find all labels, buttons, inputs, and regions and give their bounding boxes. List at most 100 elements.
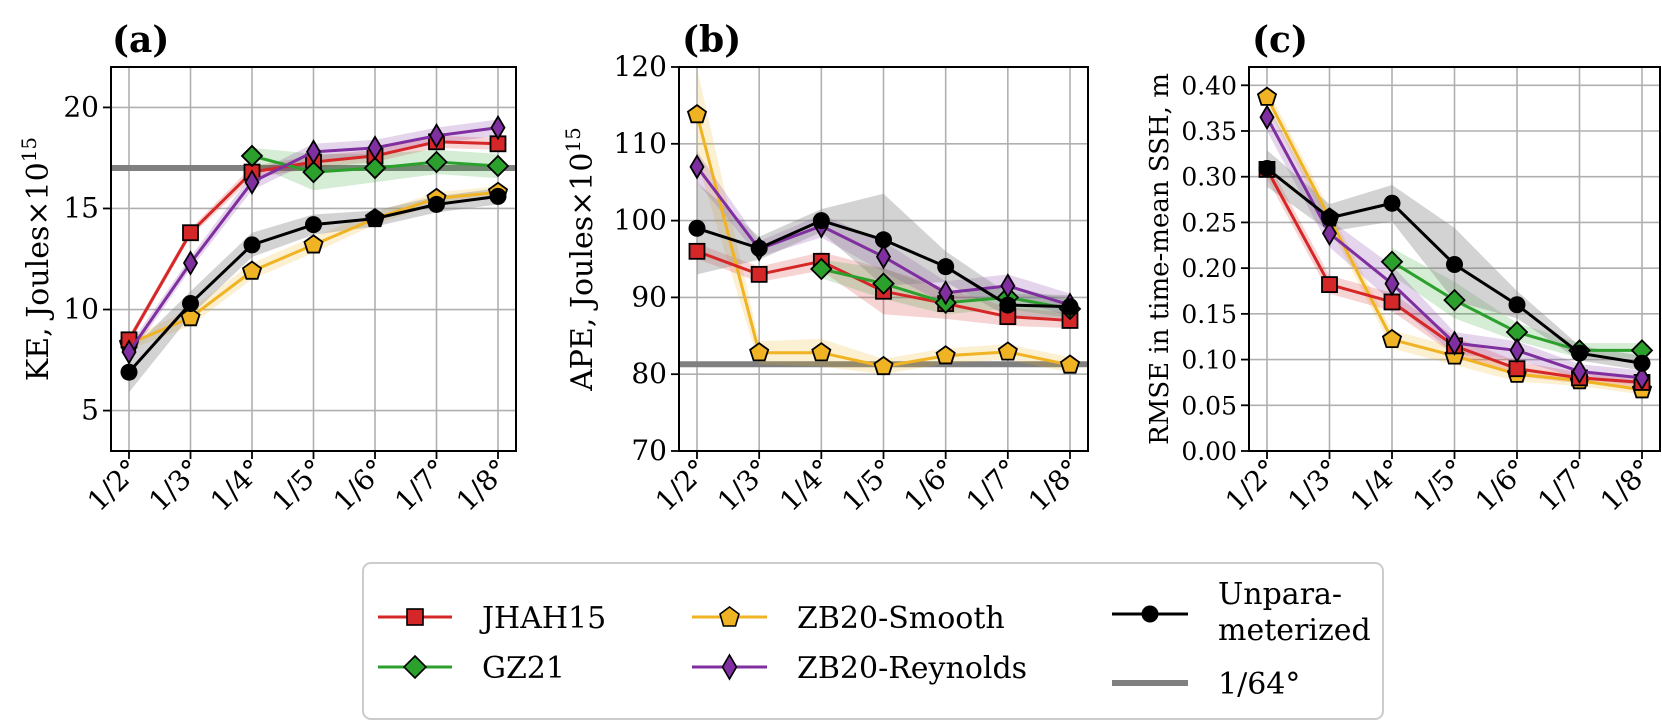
point-zb20smooth [686,104,708,124]
legend-entry-zb20smooth: ZB20-Smooth [692,601,1005,636]
legend-entry-zb20reynolds: ZB20-Reynolds [692,651,1027,686]
x-tick-label: 1/3° [142,453,207,518]
y-axis: 0.00 0.05 0.10 0.15 0.20 0.25 0.30 0.35 0.40 [1181,71,1249,466]
plot-area [1256,86,1654,399]
x-tick-label: 1/4° [1344,453,1409,518]
panel-a: 5 10 15 20 1/2°1/3°1/4°1/5°1/6°1/7°1/8° KE, J… [17,19,517,518]
y-tick-label: 100 [614,204,667,237]
y-tick-label: 0.05 [1181,391,1237,420]
point-jhah15 [1383,293,1401,311]
y-axis-label-times: ×10 [565,153,600,216]
panel-letter: (a) [112,19,169,61]
point-zb20smooth [303,234,324,254]
legend-label-unparameterized-line2: meterized [1218,613,1371,648]
legend-marker-gz21 [402,654,428,680]
y-tick-label: 15 [63,191,99,224]
legend-entry-reference: 1/64° [1112,667,1300,702]
legend-label-reference: 1/64° [1218,667,1300,702]
point-zb20smooth [811,342,832,362]
series-zb20reynolds [1259,104,1650,391]
point-gz21 [486,154,510,178]
x-tick-label: 1/6° [327,453,392,518]
x-tick-label: 1/8° [450,453,515,518]
y-axis-label-text: KE, Joules [21,226,56,382]
point-zb20smooth [935,345,956,365]
y-tick-label: 20 [63,90,99,123]
x-tick-label: 1/6° [1469,453,1534,518]
series-unparam [1258,159,1651,372]
point-zb20reynolds [875,243,892,270]
legend-entry-jhah15: JHAH15 [378,601,606,636]
y-tick-label: 90 [631,280,667,313]
legend-label-zb20reynolds: ZB20-Reynolds [797,651,1027,686]
x-tick-label: 1/7° [960,453,1025,518]
y-tick-label: 0.35 [1181,117,1237,146]
band-zb20smooth [129,186,498,350]
x-axis: 1/2°1/3°1/4°1/5°1/6°1/7°1/8° [649,451,1087,518]
point-unparam [428,195,445,213]
point-zb20reynolds [305,139,322,165]
x-tick-label: 1/3° [1281,453,1346,518]
x-axis: 1/2°1/3°1/4°1/5°1/6°1/7°1/8° [1219,451,1659,518]
x-tick-label: 1/2° [81,453,146,518]
legend-entry-unparameterized: Unpara- meterized [1112,577,1371,648]
y-axis-label: KE, Joules×1015 [17,137,56,381]
y-tick-label: 0.40 [1181,71,1237,100]
x-tick-label: 1/5° [265,453,330,518]
plot-area [679,68,1088,376]
point-zb20reynolds [1446,330,1463,356]
point-unparam [1061,298,1079,316]
point-zb20reynolds [1259,104,1275,131]
point-zb20reynolds [490,114,506,141]
point-zb20reynolds [938,280,954,306]
series-zb20smooth [686,104,1081,376]
point-unparam [875,231,892,249]
point-unparam [1633,354,1651,372]
x-tick-label: 1/5° [1406,453,1471,518]
y-tick-label: 0.25 [1181,208,1237,237]
legend-marker-zb20smooth [719,606,740,627]
gridlines [1249,67,1660,452]
y-axis-label-exponent: 15 [17,137,41,162]
point-zb20reynolds [1321,220,1338,247]
point-unparam [489,187,507,205]
x-tick-label: 1/5° [835,453,900,518]
point-zb20reynolds [244,169,260,195]
y-tick-label: 0.10 [1181,346,1237,375]
panel-b: 70 80 90 100 110 120 1/2°1/3°1/4°1/5°1/6°1/7°1… [561,19,1089,518]
y-axis-label-text: RMSE in time-mean SSH, m [1145,73,1175,445]
point-gz21 [240,144,264,168]
point-zb20reynolds [689,154,705,180]
point-gz21 [810,257,833,281]
legend-label-gz21: GZ21 [482,651,565,686]
legend-marker-unparameterized [1141,605,1159,623]
panel-letter: (c) [1252,19,1308,61]
y-tick-label: 110 [614,127,667,160]
point-unparam [305,216,322,234]
point-unparam [1321,209,1338,227]
point-jhah15 [688,242,706,260]
point-zb20reynolds [1384,270,1400,297]
point-jhah15 [1508,360,1526,378]
point-unparam [243,236,261,254]
y-tick-label: 120 [614,50,667,83]
y-axis: 5 10 15 20 [63,90,111,427]
series-unparam [120,187,507,381]
y-tick-label: 5 [81,394,99,427]
series-zb20reynolds [121,114,506,365]
y-tick-label: 10 [63,293,99,326]
point-zb20reynolds [121,339,137,365]
point-gz21 [425,150,448,174]
point-zb20reynolds [428,122,445,149]
point-zb20smooth [997,341,1018,361]
y-axis-label-times: ×10 [21,162,56,225]
y-axis-label: RMSE in time-mean SSH, m [1145,73,1175,445]
point-unparam [1383,194,1401,212]
x-tick-label: 1/4° [773,453,838,518]
point-unparam [1446,255,1463,273]
point-jhah15 [182,224,199,242]
point-gz21 [1443,288,1466,312]
plot-area [111,114,516,393]
y-tick-label: 0.00 [1181,437,1237,466]
